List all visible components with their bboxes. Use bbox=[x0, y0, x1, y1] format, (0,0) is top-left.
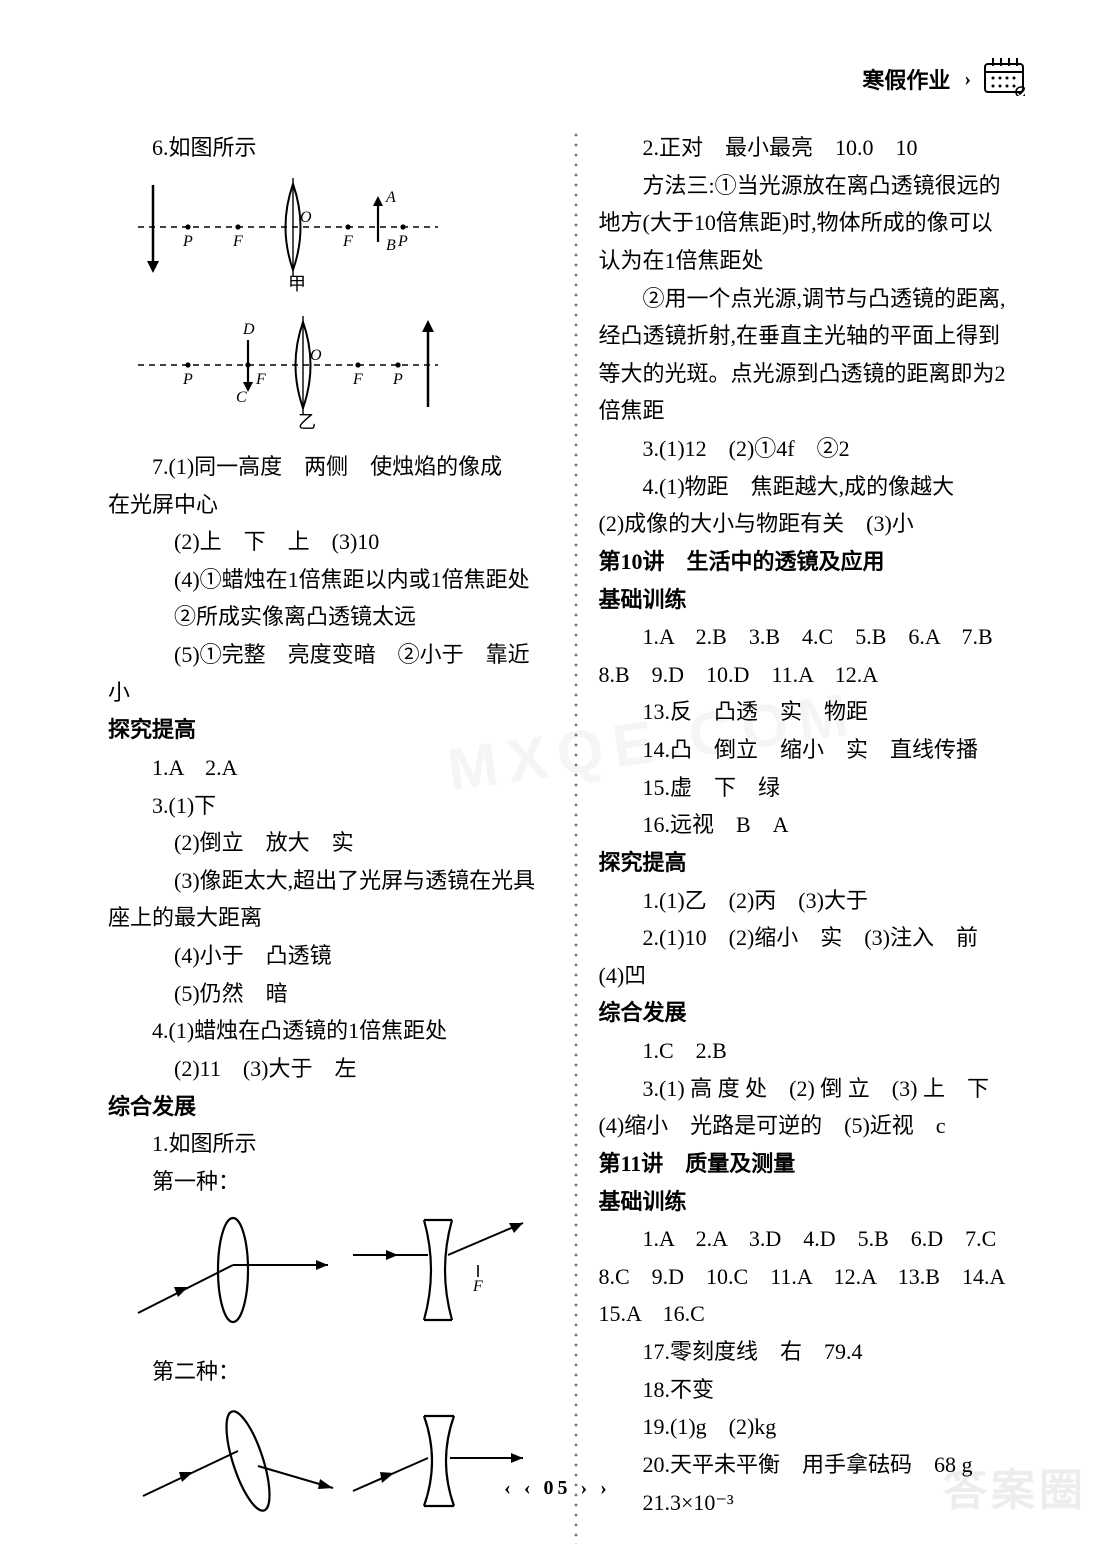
svg-text:F: F bbox=[352, 371, 363, 388]
text: 8.C 9.D 10.C 11.A 12.A 13.B 14.A bbox=[599, 1259, 1044, 1295]
diagram-q6-yi: D C 乙 O P F F P bbox=[128, 310, 553, 441]
text: ②用一个点光源,调节与凸透镜的距离, bbox=[599, 281, 1044, 317]
page-header: 寒假作业 › bbox=[862, 56, 1025, 102]
section-heading: 综合发展 bbox=[108, 1089, 553, 1125]
text: 19.(1)g (2)kg bbox=[599, 1409, 1044, 1445]
footer-decor-left: ‹ ‹ bbox=[504, 1477, 534, 1499]
section-heading: 第11讲 质量及测量 bbox=[599, 1146, 1044, 1182]
section-heading: 第10讲 生活中的透镜及应用 bbox=[599, 544, 1044, 580]
text: 3.(1)12 (2)①4f ②2 bbox=[599, 431, 1044, 467]
text: 小 bbox=[108, 675, 553, 711]
svg-text:D: D bbox=[242, 321, 255, 338]
text: 2.(1)10 (2)缩小 实 (3)注入 前 bbox=[599, 920, 1044, 956]
section-subheading: 基础训练 bbox=[599, 1184, 1044, 1220]
svg-text:F: F bbox=[472, 1278, 483, 1295]
calendar-icon bbox=[983, 56, 1025, 102]
text: 座上的最大距离 bbox=[108, 900, 553, 936]
two-column-layout: 6.如图所示 甲 O A B bbox=[108, 130, 1043, 1544]
text: 等大的光斑。点光源到凸透镜的距离即为2 bbox=[599, 356, 1044, 392]
svg-text:P: P bbox=[392, 371, 403, 388]
page-number: 05 bbox=[544, 1477, 572, 1499]
svg-text:C: C bbox=[236, 389, 247, 406]
footer-decor-right: › › bbox=[581, 1477, 611, 1499]
chevron-right-icon: › bbox=[964, 68, 969, 91]
text: 1.(1)乙 (2)丙 (3)大于 bbox=[599, 883, 1044, 919]
right-column: 2.正对 最小最亮 10.0 10 方法三:①当光源放在离凸透镜很远的 地方(大… bbox=[599, 130, 1044, 1544]
column-separator bbox=[571, 130, 581, 1544]
text: 第二种： bbox=[108, 1354, 553, 1390]
text: (4)缩小 光路是可逆的 (5)近视 c bbox=[599, 1108, 1044, 1144]
text: 第一种： bbox=[108, 1164, 553, 1200]
header-title: 寒假作业 bbox=[862, 63, 950, 95]
svg-text:F: F bbox=[232, 233, 243, 250]
text: (3)像距太大,超出了光屏与透镜在光具 bbox=[108, 863, 553, 899]
text: 1.A 2.B 3.B 4.C 5.B 6.A 7.B bbox=[599, 619, 1044, 655]
svg-text:P: P bbox=[397, 233, 408, 250]
text: 方法三:①当光源放在离凸透镜很远的 bbox=[599, 168, 1044, 204]
svg-text:B: B bbox=[386, 237, 396, 254]
text: (2)成像的大小与物距有关 (3)小 bbox=[599, 506, 1044, 542]
left-column: 6.如图所示 甲 O A B bbox=[108, 130, 553, 1544]
svg-text:F: F bbox=[255, 371, 266, 388]
text: 15.虚 下 绿 bbox=[599, 770, 1044, 806]
svg-text:P: P bbox=[182, 371, 193, 388]
text: 3.(1) 高 度 处 (2) 倒 立 (3) 上 下 bbox=[599, 1071, 1044, 1107]
section-subheading: 基础训练 bbox=[599, 582, 1044, 618]
svg-text:A: A bbox=[385, 189, 396, 206]
svg-text:F: F bbox=[342, 233, 353, 250]
text: 16.远视 B A bbox=[599, 807, 1044, 843]
text: (2)倒立 放大 实 bbox=[108, 825, 553, 861]
text: ②所成实像离凸透镜太远 bbox=[108, 599, 553, 635]
text: (2)11 (3)大于 左 bbox=[108, 1051, 553, 1087]
svg-text:P: P bbox=[182, 233, 193, 250]
text: (4)凹 bbox=[599, 958, 1044, 994]
section-heading: 探究提高 bbox=[599, 845, 1044, 881]
text: 地方(大于10倍焦距)时,物体所成的像可以 bbox=[599, 205, 1044, 241]
text: (2)上 下 上 (3)10 bbox=[108, 524, 553, 560]
svg-text:乙: 乙 bbox=[298, 412, 316, 430]
text: 1.A 2.A 3.D 4.D 5.B 6.D 7.C bbox=[599, 1221, 1044, 1257]
svg-text:O: O bbox=[300, 209, 312, 226]
text: 15.A 16.C bbox=[599, 1296, 1044, 1332]
text: 4.(1)蜡烛在凸透镜的1倍焦距处 bbox=[108, 1013, 553, 1049]
text: (4)小于 凸透镜 bbox=[108, 938, 553, 974]
section-heading: 综合发展 bbox=[599, 995, 1044, 1031]
text: 18.不变 bbox=[599, 1372, 1044, 1408]
text: 17.零刻度线 右 79.4 bbox=[599, 1334, 1044, 1370]
text: 4.(1)物距 焦距越大,成的像越大 bbox=[599, 469, 1044, 505]
text: 7.(1)同一高度 两侧 使烛焰的像成 bbox=[108, 449, 553, 485]
text: 倍焦距 bbox=[599, 393, 1044, 429]
diagram-first-kind: F bbox=[128, 1205, 553, 1346]
q6-label: 6.如图所示 bbox=[108, 130, 553, 166]
text: (4)①蜡烛在1倍焦距以内或1倍焦距处 bbox=[108, 562, 553, 598]
page: 寒假作业 › MXQE.COM 6.如图所示 bbox=[0, 0, 1115, 1536]
text: 认为在1倍焦距处 bbox=[599, 243, 1044, 279]
text: 2.正对 最小最亮 10.0 10 bbox=[599, 130, 1044, 166]
watermark-corner: 答案圈 bbox=[943, 1454, 1087, 1518]
text: 在光屏中心 bbox=[108, 487, 553, 523]
svg-text:O: O bbox=[310, 347, 322, 364]
text: (5)①完整 亮度变暗 ②小于 靠近 bbox=[108, 637, 553, 673]
text: (5)仍然 暗 bbox=[108, 976, 553, 1012]
text: 1.C 2.B bbox=[599, 1033, 1044, 1069]
diagram-second-kind bbox=[128, 1396, 553, 1537]
svg-text:甲: 甲 bbox=[288, 274, 306, 292]
diagram-q6-jia: 甲 O A B P F F P bbox=[128, 172, 553, 303]
text: 经凸透镜折射,在垂直主光轴的平面上得到 bbox=[599, 318, 1044, 354]
text: 1.如图所示 bbox=[108, 1126, 553, 1162]
